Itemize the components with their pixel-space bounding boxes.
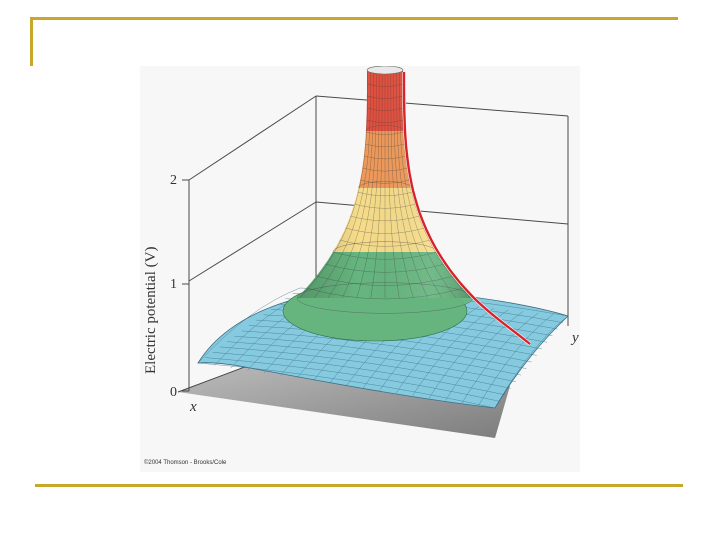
axes-box	[177, 95, 569, 393]
base-grid-line	[212, 352, 506, 396]
base-grid-line	[241, 330, 527, 369]
potential-surface-svg: 2 1 0 Electric potential (V) x y	[143, 66, 579, 438]
base-grid-line	[219, 346, 511, 389]
base-grid-line	[412, 307, 494, 396]
base-grid-line	[227, 341, 516, 382]
base-grid-line	[197, 362, 496, 409]
y-axis-label: y	[570, 330, 579, 346]
base-grid-line	[428, 309, 509, 399]
z-tick-label-0: 0	[170, 385, 177, 400]
x-axis-label: x	[189, 399, 197, 415]
z-axis-label: Electric potential (V)	[143, 247, 159, 374]
base-grid-line	[478, 314, 554, 406]
base-grid-line	[234, 335, 522, 376]
bottom-divider	[35, 484, 683, 487]
edge-curve	[402, 72, 531, 345]
base-grid-line	[461, 312, 539, 404]
base-grid-line	[205, 357, 501, 402]
z-tick-label-2: 2	[170, 173, 177, 188]
base-grid-line	[445, 311, 524, 401]
top-divider	[30, 17, 678, 20]
base-grid-line	[197, 287, 301, 364]
copyright-credit: ©2004 Thomson - Brooks/Cole	[144, 460, 227, 466]
potential-surface-figure: 2 1 0 Electric potential (V) x y ©2004 T…	[140, 66, 580, 472]
z-ticks	[182, 179, 189, 392]
z-tick-label-1: 1	[170, 277, 177, 292]
peak-cap	[366, 66, 404, 75]
base-grid-line	[395, 306, 479, 394]
left-divider	[30, 17, 33, 66]
peak-shading	[297, 70, 473, 298]
